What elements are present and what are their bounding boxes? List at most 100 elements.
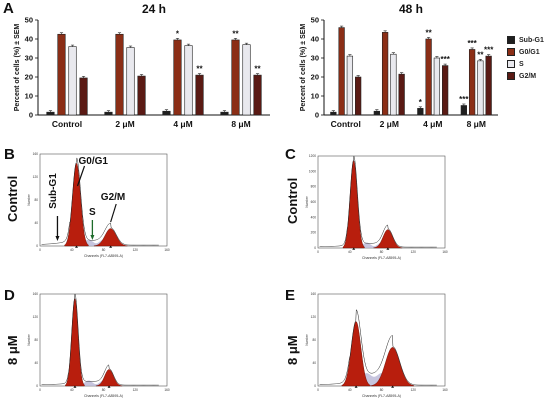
x-tick-label: 2 μM	[380, 119, 399, 129]
x-tick-label: 8 μM	[231, 119, 250, 129]
bar-sub-g1-2-m	[373, 110, 380, 116]
y-tick-label: 200	[311, 231, 317, 235]
bar-g0-g1-8-m	[231, 39, 240, 116]
bar-g2-m-4-m	[195, 74, 204, 116]
g2m-marker	[391, 385, 395, 388]
panel-letter-b: B	[4, 146, 15, 163]
y-axis-label: Number	[27, 193, 31, 205]
bar-s-control	[346, 55, 354, 116]
fit-outline	[41, 293, 159, 386]
row-label-c: Control	[285, 177, 300, 224]
y-axis-label: Number	[305, 333, 309, 345]
row-label-d: 8 μM	[5, 335, 20, 365]
y-tick-label: 0	[36, 384, 38, 388]
g0g1-marker	[75, 245, 79, 248]
panel-letter-d: D	[4, 287, 15, 304]
x-tick-label: 120	[411, 388, 417, 392]
x-axis-label: Channels (FL7-A8595-A)	[362, 256, 401, 260]
x-tick-label: 80	[102, 248, 106, 252]
arrow-g2m	[110, 203, 117, 223]
bar-g2-m-4-m	[442, 65, 449, 116]
y-axis-label: Number	[305, 195, 309, 207]
significance-g0-g1-4-m: *	[176, 29, 180, 38]
plot-frame	[39, 293, 168, 387]
x-tick-label: 0	[317, 250, 319, 254]
bar-g2-m-2-m	[398, 73, 405, 116]
bar-sub-g1-4-m	[162, 110, 171, 116]
significance-g0-g1-8-m: **	[232, 29, 239, 38]
g2m-peak	[370, 347, 415, 387]
y-tick-label: 0	[29, 111, 33, 120]
x-tick-label: 120	[133, 248, 139, 252]
y-tick-label: 40	[311, 35, 319, 44]
bar-g2-m-2-m	[137, 75, 146, 116]
legend-item-g0g1: G0/G1	[507, 46, 544, 58]
y-tick-label: 0	[314, 246, 316, 250]
y-tick-label: 800	[311, 185, 317, 189]
bar-sub-g1-control	[330, 111, 337, 116]
g2m-marker	[107, 385, 111, 388]
y-axis-label: Number	[27, 333, 31, 345]
g0g1-marker	[73, 385, 77, 388]
significance-g0-g1-4-m: **	[426, 28, 433, 37]
y-tick-label: 0	[314, 384, 316, 388]
bar-s-2-m	[390, 53, 397, 116]
y-tick-label: 80	[34, 338, 38, 342]
chart-title: 48 h	[399, 2, 423, 16]
y-tick-label: 160	[33, 292, 39, 296]
bar-s-8-m	[242, 44, 251, 116]
x-tick-label: 160	[442, 250, 448, 254]
legend-item-sub-g1: Sub-G1	[507, 34, 544, 46]
bar-g2-m-8-m	[253, 74, 262, 116]
y-tick-label: 1200	[309, 154, 316, 158]
significance-g2-m-4-m: **	[196, 65, 203, 74]
panel-letter-e: E	[285, 287, 296, 304]
significance-s-8-m: **	[477, 50, 484, 59]
y-tick-label: 50	[25, 16, 33, 25]
y-tick-label: 1000	[309, 169, 316, 173]
g2m-marker	[109, 245, 113, 248]
bar-g0-g1-control	[338, 27, 345, 116]
y-tick-label: 20	[25, 73, 33, 82]
x-tick-label: 120	[411, 250, 417, 254]
x-tick-label: 80	[380, 388, 384, 392]
y-tick-label: 30	[25, 54, 33, 63]
y-tick-label: 0	[36, 244, 38, 248]
g2m-marker	[386, 247, 390, 250]
chart-legend: Sub-G1 G0/G1 S G2/M	[507, 34, 544, 82]
panel-letter-c: C	[285, 146, 296, 163]
x-tick-label: 2 μM	[115, 119, 134, 129]
histogram-c: Number Channels (FL7-A8595-A) 0 40 80 120 160 0…	[305, 154, 448, 260]
x-tick-label: 160	[164, 388, 170, 392]
x-axis-label: Channels (FL7-A8595-A)	[84, 254, 123, 258]
y-tick-label: 40	[34, 361, 38, 365]
annotation-s: S	[89, 207, 96, 218]
bar-s-4-m	[433, 57, 441, 116]
g0g1-peak	[65, 298, 85, 387]
significance-g2-m-8-m: ***	[484, 46, 494, 55]
legend-item-g2m: G2/M	[507, 70, 544, 82]
g0g1-marker	[354, 385, 358, 388]
y-tick-label: 40	[34, 221, 38, 225]
significance-sub-g1-8-m: ***	[459, 95, 469, 104]
panel-letter-a: A	[3, 0, 14, 17]
plot-frame	[317, 155, 446, 249]
x-tick-label: 40	[70, 248, 74, 252]
annotation-g0g1: G0/G1	[79, 156, 109, 167]
bar-chart-48h: 48 h Percent of cells (%) ± SEM 0 10 20 30 40 5…	[300, 2, 498, 129]
bar-sub-g1-control	[46, 111, 55, 116]
g2m-peak	[373, 229, 403, 249]
y-tick-label: 50	[311, 16, 319, 25]
g0g1-peak	[341, 321, 371, 387]
x-tick-label: 40	[348, 250, 352, 254]
histogram-e: Number Channels (FL7-A8595-A) 0 40 80 120 160 0…	[305, 292, 448, 398]
x-tick-label: 0	[39, 388, 41, 392]
x-axis-label: Channels (FL7-A8595-A)	[362, 394, 401, 398]
bar-g2-m-8-m	[485, 55, 492, 116]
bar-sub-g1-2-m	[104, 111, 113, 116]
y-tick-label: 160	[33, 152, 39, 156]
bar-g2-m-control	[355, 76, 362, 116]
x-tick-label: Control	[331, 119, 361, 129]
bar-g0-g1-8-m	[468, 49, 476, 116]
x-tick-label: 160	[164, 248, 170, 252]
